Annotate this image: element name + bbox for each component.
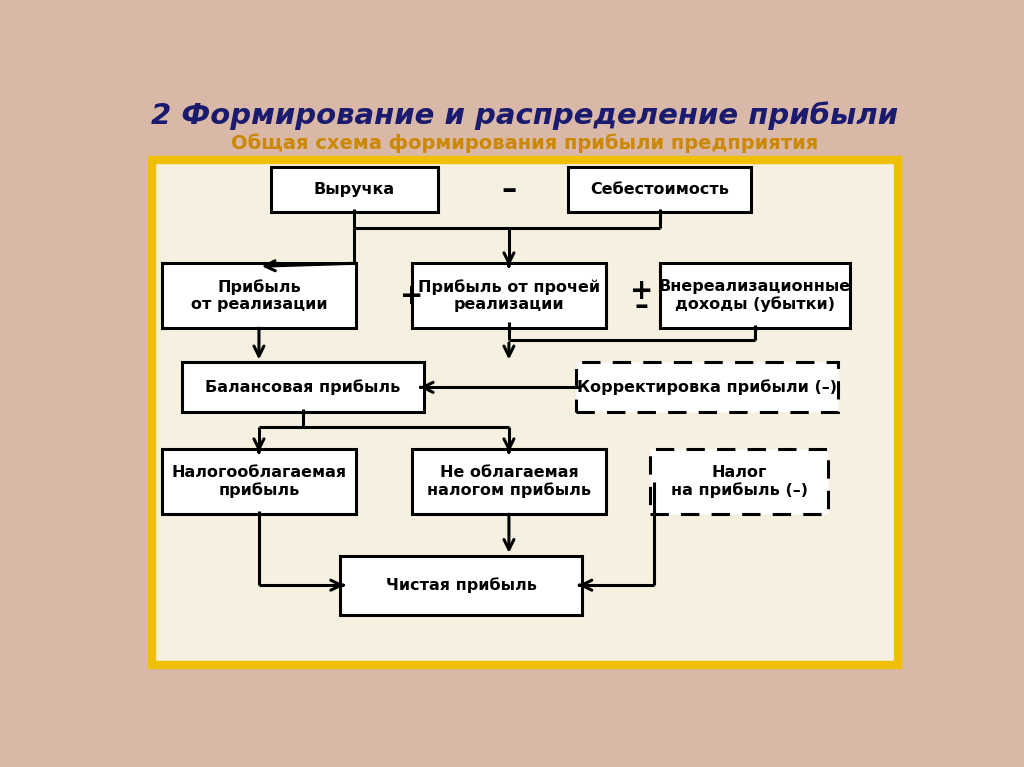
FancyBboxPatch shape — [340, 555, 583, 614]
Text: Не облагаемая
налогом прибыль: Не облагаемая налогом прибыль — [427, 466, 591, 499]
Text: Выручка: Выручка — [313, 182, 394, 197]
FancyBboxPatch shape — [412, 263, 606, 328]
Text: Чистая прибыль: Чистая прибыль — [386, 578, 537, 593]
FancyBboxPatch shape — [152, 160, 898, 665]
FancyBboxPatch shape — [181, 362, 424, 413]
Text: Общая схема формирования прибыли предприятия: Общая схема формирования прибыли предпри… — [231, 133, 818, 153]
FancyBboxPatch shape — [577, 362, 839, 413]
FancyBboxPatch shape — [412, 449, 606, 515]
Text: –: – — [502, 175, 516, 204]
Text: Прибыль
от реализации: Прибыль от реализации — [190, 279, 328, 312]
Text: +: + — [400, 281, 424, 310]
FancyBboxPatch shape — [270, 167, 437, 212]
Text: –: – — [635, 291, 648, 320]
FancyBboxPatch shape — [650, 449, 828, 515]
Text: Прибыль от прочей
реализации: Прибыль от прочей реализации — [418, 279, 600, 312]
FancyBboxPatch shape — [568, 167, 751, 212]
Text: Налог
на прибыль (–): Налог на прибыль (–) — [671, 466, 808, 499]
FancyBboxPatch shape — [659, 263, 850, 328]
Text: Налогооблагаемая
прибыль: Налогооблагаемая прибыль — [171, 466, 346, 499]
Text: +: + — [630, 277, 653, 305]
Text: Внереализационные
доходы (убытки): Внереализационные доходы (убытки) — [658, 279, 851, 312]
Text: Корректировка прибыли (–): Корректировка прибыли (–) — [578, 380, 838, 395]
FancyBboxPatch shape — [162, 449, 356, 515]
FancyBboxPatch shape — [162, 263, 356, 328]
Text: Себестоимость: Себестоимость — [590, 182, 729, 197]
Text: Балансовая прибыль: Балансовая прибыль — [205, 380, 400, 395]
Text: 2 Формирование и распределение прибыли: 2 Формирование и распределение прибыли — [152, 101, 898, 130]
